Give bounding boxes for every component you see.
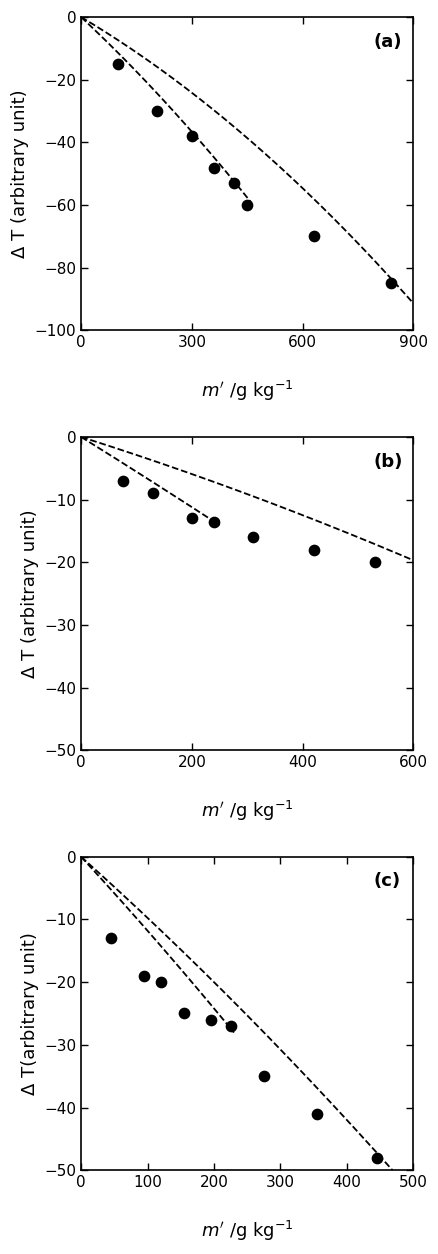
Point (107, 928, 114, 948)
Point (188, 127, 195, 147)
Point (313, 1104, 320, 1124)
Point (249, 527, 256, 547)
Point (153, 102, 160, 122)
Point (372, 1147, 379, 1167)
Point (157, 972, 164, 992)
Text: $\it{m}'$ /g kg$^{-1}$: $\it{m}'$ /g kg$^{-1}$ (201, 799, 293, 823)
Point (387, 273, 394, 293)
Text: $\it{m}'$ /g kg$^{-1}$: $\it{m}'$ /g kg$^{-1}$ (201, 379, 293, 404)
Point (370, 552, 377, 572)
Point (141, 966, 148, 986)
Y-axis label: Δ T (arbitrary unit): Δ T (arbitrary unit) (21, 509, 39, 678)
Point (188, 508, 195, 528)
Text: (c): (c) (373, 873, 400, 890)
Point (260, 1066, 267, 1086)
Point (207, 1009, 214, 1030)
Point (210, 158, 217, 178)
Point (226, 1016, 233, 1036)
Y-axis label: Δ T(arbitrary unit): Δ T(arbitrary unit) (21, 932, 39, 1095)
Point (119, 470, 126, 490)
Point (310, 539, 317, 559)
Text: $\it{m}'$ /g kg$^{-1}$: $\it{m}'$ /g kg$^{-1}$ (201, 1219, 293, 1243)
Y-axis label: Δ T (arbitrary unit): Δ T (arbitrary unit) (11, 89, 29, 258)
Point (149, 483, 156, 503)
Text: (a): (a) (373, 33, 401, 50)
Point (180, 1003, 187, 1023)
Text: (b): (b) (373, 453, 402, 470)
Point (210, 512, 217, 532)
Point (243, 196, 250, 216)
Point (310, 227, 317, 247)
Point (230, 173, 237, 193)
Point (114, 54, 121, 74)
